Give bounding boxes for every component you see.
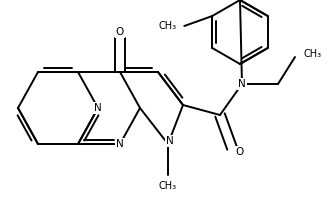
Text: N: N xyxy=(116,139,124,149)
Text: N: N xyxy=(166,136,174,146)
Text: CH₃: CH₃ xyxy=(159,181,177,191)
Text: O: O xyxy=(236,147,244,157)
Text: O: O xyxy=(116,27,124,37)
Text: CH₃: CH₃ xyxy=(158,21,176,31)
Text: N: N xyxy=(238,79,246,89)
Text: CH₃: CH₃ xyxy=(303,49,321,59)
Text: N: N xyxy=(94,103,102,113)
